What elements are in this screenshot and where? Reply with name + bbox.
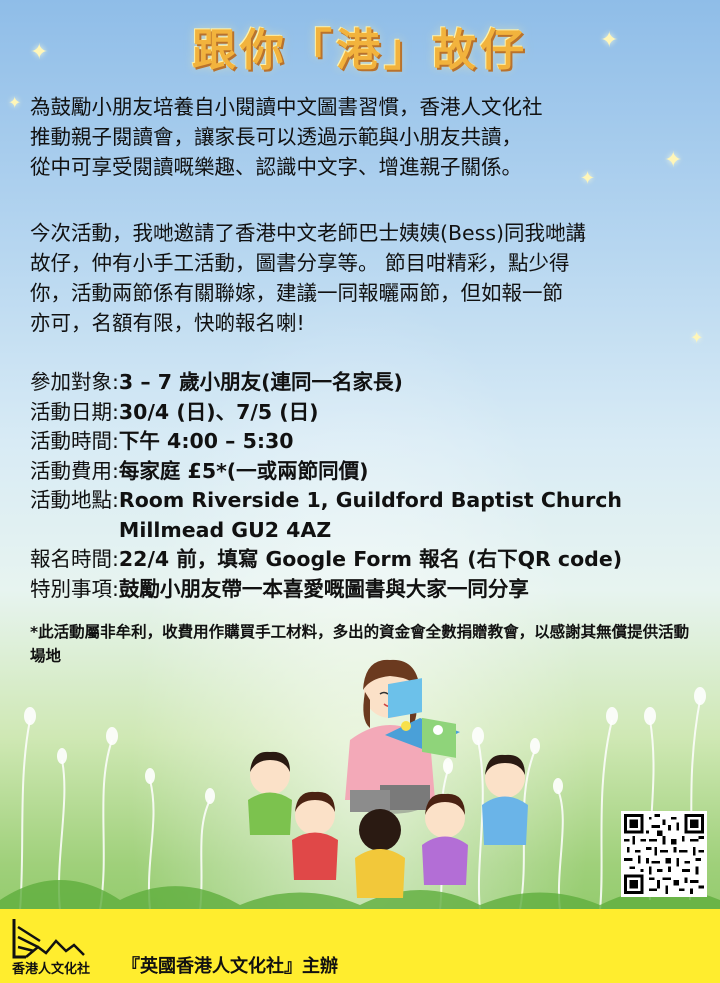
detail-value: 每家庭 £5*(一或兩節同價)	[118, 458, 369, 483]
sparkle-icon: ✦	[8, 93, 22, 112]
detail-label: 報名時間:	[30, 547, 119, 571]
qr-code-icon[interactable]	[621, 811, 707, 897]
detail-value: 30/4 (日)、7/5 (日)	[118, 399, 319, 424]
detail-label: 特別事項:	[30, 576, 119, 601]
teacher-figure	[345, 659, 435, 814]
detail-row-date: 活動日期: 30/4 (日)、7/5 (日)	[30, 398, 710, 428]
event-details: 參加對象: 3 – 7 歲小朋友(連同一名家長) 活動日期: 30/4 (日)、…	[30, 368, 710, 604]
intro-paragraph: 為鼓勵小朋友培養自小閱讀中文圖書習慣，香港人文化社 推動親子閱讀會，讓家長可以透…	[30, 95, 543, 179]
book-icon	[385, 678, 460, 758]
detail-value: 3 – 7 歲小朋友(連同一名家長)	[118, 370, 403, 394]
detail-value: 下午 4:00 – 5:30	[118, 429, 294, 453]
organizer-label: 『英國香港人文化社』主辦	[122, 956, 338, 977]
detail-row-notes: 特別事項: 鼓勵小朋友帶一本喜愛嘅圖書與大家一同分享	[30, 575, 710, 605]
footer-bar: 香港人文化社 『英國香港人文化社』主辦	[0, 909, 720, 983]
logo-text: 香港人文化社	[12, 962, 91, 977]
detail-label: 活動費用:	[30, 458, 119, 483]
sparkle-icon: ✦	[600, 28, 619, 53]
children-figures	[248, 751, 528, 898]
detail-row-audience: 參加對象: 3 – 7 歲小朋友(連同一名家長)	[30, 368, 710, 398]
detail-value: 22/4 前，填寫 Google Form 報名 (右下QR code)	[118, 547, 623, 571]
detail-label: 活動地點:	[30, 488, 119, 512]
sparkle-icon: ✦	[690, 328, 704, 347]
detail-label: 活動時間:	[30, 429, 119, 453]
detail-value: Room Riverside 1, Guildford Baptist Chur…	[118, 488, 622, 542]
activity-paragraph: 今次活動，我哋邀請了香港中文老師巴士姨姨(Bess)同我哋講 故仔，仲有小手工活…	[30, 221, 587, 335]
detail-row-venue: 活動地點: Room Riverside 1, Guildford Baptis…	[30, 486, 710, 545]
detail-row-fee: 活動費用: 每家庭 £5*(一或兩節同價)	[30, 457, 710, 487]
detail-row-registration: 報名時間: 22/4 前，填寫 Google Form 報名 (右下QR cod…	[30, 545, 710, 575]
detail-label: 活動日期:	[30, 399, 119, 424]
organization-logo-icon	[12, 919, 85, 959]
sparkle-icon: ✦	[580, 168, 596, 189]
page-title: 跟你「港」故仔	[192, 25, 528, 76]
sparkle-icon: ✦	[664, 148, 683, 173]
storytime-illustration-icon	[248, 659, 528, 898]
detail-label: 參加對象:	[30, 370, 119, 394]
footnote: *此活動屬非牟利，收費用作購買手工材料，多出的資金會全數捐贈教會，以感謝其無償提…	[30, 623, 690, 665]
detail-row-time: 活動時間: 下午 4:00 – 5:30	[30, 427, 710, 457]
sparkle-icon: ✦	[30, 40, 49, 65]
detail-value: 鼓勵小朋友帶一本喜愛嘅圖書與大家一同分享	[118, 576, 529, 601]
